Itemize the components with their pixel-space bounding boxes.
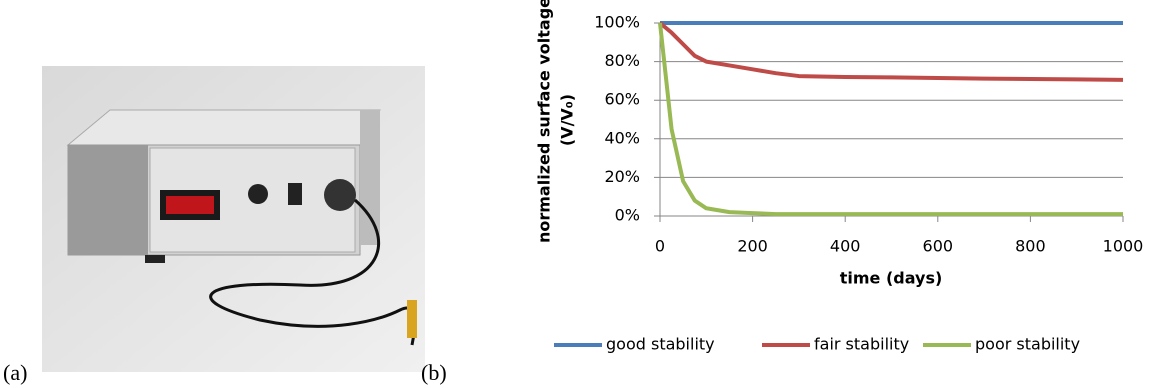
y-axis-label: normalized surface voltage (535, 0, 554, 243)
x-tick-label: 1000 (1103, 237, 1144, 256)
y-tick-label: 20% (604, 167, 640, 186)
legend-label: poor stability (975, 335, 1080, 354)
legend-label: fair stability (814, 335, 909, 354)
y-tick-label: 40% (604, 128, 640, 147)
x-tick-label: 800 (1015, 237, 1046, 256)
y-tick-label: 80% (604, 51, 640, 70)
series-line (658, 22, 1123, 217)
series-line (658, 21, 1124, 82)
y-axis-label: (V/V₀) (558, 94, 577, 146)
panel-label: (a) (3, 360, 27, 385)
y-tick-label: 60% (604, 90, 640, 109)
photo (42, 66, 425, 372)
x-tick-label: 400 (830, 237, 861, 256)
y-tick-label: 0% (615, 206, 640, 225)
x-tick-label: 0 (655, 237, 665, 256)
panel-label: (b) (421, 360, 447, 385)
x-axis-label: time (days) (840, 269, 943, 288)
legend-label: good stability (606, 335, 715, 354)
x-tick-label: 200 (737, 237, 768, 256)
y-tick-label: 100% (594, 13, 640, 32)
x-tick-label: 600 (923, 237, 954, 256)
